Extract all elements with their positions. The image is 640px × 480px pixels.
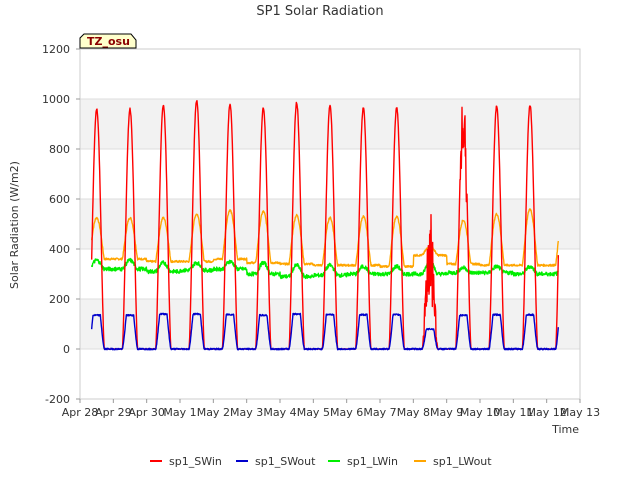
y-tick-label: 200 [49,293,70,306]
grid-band [80,199,580,249]
x-tick-label: May 6 [330,406,363,419]
grid-band [80,349,580,399]
y-axis-ticks: -200 0 200 400 600 800 1000 1200 [42,43,80,406]
x-tick-label: May 11 [493,406,533,419]
y-tick-label: 0 [63,343,70,356]
x-tick-label: May 3 [230,406,263,419]
x-tick-label: Apr 28 [62,406,99,419]
legend-label: sp1_LWout [433,455,492,468]
y-tick-label: 800 [49,143,70,156]
x-axis-label: Time [551,423,579,436]
grid-band [80,149,580,199]
site-badge-box [79,33,137,49]
legend: sp1_SWin sp1_SWout sp1_LWin sp1_LWout [150,455,492,468]
legend-label: sp1_LWin [347,455,398,468]
x-tick-label: May 10 [460,406,500,419]
y-tick-label: 1200 [42,43,70,56]
grid-bands [80,48,580,400]
x-tick-label: Apr 30 [128,406,165,419]
x-tick-label: May 13 [560,406,600,419]
x-tick-label: May 5 [297,406,330,419]
legend-label: sp1_SWin [169,455,222,468]
x-tick-label: May 12 [527,406,567,419]
plot-frame [79,48,581,400]
y-tick-label: 1000 [42,93,70,106]
site-badge-label: TZ_osu [87,35,130,48]
legend-label: sp1_SWout [255,455,316,468]
y-tick-label: -200 [45,393,70,406]
y-axis-label: Solar Radiation (W/m2) [8,161,21,289]
x-tick-label: May 9 [430,406,463,419]
grid-band [80,49,580,99]
x-tick-label: May 2 [197,406,230,419]
site-badge: TZ_osu [79,33,137,49]
x-tick-label: May 1 [163,406,196,419]
x-tick-label: May 4 [263,406,296,419]
chart-title: SP1 Solar Radiation [256,4,383,19]
grid-band [80,299,580,349]
x-tick-label: Apr 29 [95,406,132,419]
series-line-sp1-swout [90,312,560,351]
x-tick-label: May 8 [397,406,430,419]
y-tick-label: 400 [49,243,70,256]
series-layer [90,100,560,351]
grid-band [80,249,580,299]
y-tick-label: 600 [49,193,70,206]
x-tick-label: May 7 [363,406,396,419]
